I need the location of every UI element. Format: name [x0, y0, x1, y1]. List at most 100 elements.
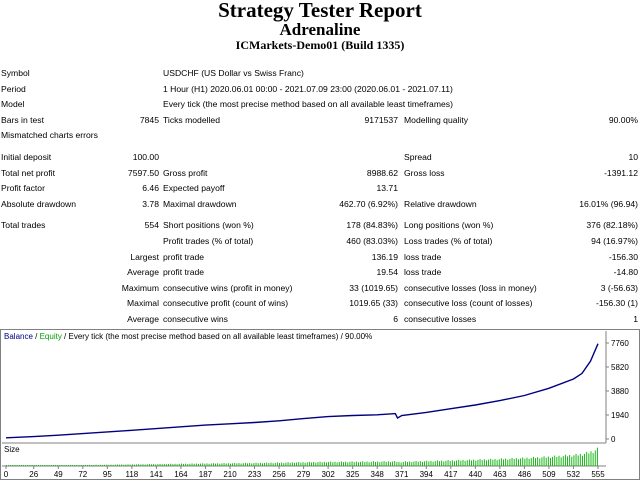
ticks-value: 9171537 — [364, 114, 398, 125]
size-bar — [481, 460, 483, 466]
size-bar — [198, 463, 199, 466]
size-bar — [227, 463, 229, 466]
size-bar — [76, 465, 78, 466]
maximal-drawdown-value: 462.70 (6.92%) — [339, 198, 398, 209]
x-tick-label: 348 — [371, 470, 385, 479]
size-bar — [518, 459, 519, 466]
size-bar — [545, 457, 547, 466]
row-model: Model Every tick (the most precise metho… — [0, 97, 640, 113]
size-bar — [332, 462, 334, 466]
size-bar — [72, 465, 74, 466]
size-bar — [355, 461, 357, 466]
legend-balance: Balance — [4, 332, 33, 341]
size-bar — [340, 461, 342, 466]
max-consecutive-wins-label: consecutive wins (profit in money) — [163, 282, 293, 293]
size-bar — [114, 464, 116, 466]
size-bar — [396, 462, 398, 466]
relative-drawdown-label: Relative drawdown — [404, 198, 477, 209]
size-label: Size — [4, 445, 20, 454]
size-bar — [163, 463, 165, 466]
size-bar — [200, 463, 202, 466]
gross-profit-label: Gross profit — [163, 167, 208, 178]
size-bar — [443, 461, 445, 466]
size-bar — [272, 463, 274, 466]
average-consecutive-wins-value: 6 — [393, 313, 398, 324]
y-tick-label: 7760 — [611, 339, 629, 348]
x-tick-label: 555 — [591, 470, 605, 479]
size-bar — [494, 458, 496, 466]
size-bar — [270, 462, 272, 466]
size-bar — [562, 456, 564, 466]
size-bar — [236, 463, 238, 466]
size-bar — [368, 462, 370, 466]
x-tick-label: 49 — [54, 470, 63, 479]
size-bar — [351, 461, 353, 466]
size-bar — [530, 457, 532, 466]
size-bar — [383, 461, 385, 466]
size-bar — [63, 465, 65, 466]
size-bar — [498, 459, 500, 466]
size-bar — [193, 463, 195, 466]
size-bar — [579, 453, 581, 466]
size-bar — [35, 465, 37, 466]
size-bar — [144, 464, 146, 466]
size-bar — [142, 464, 144, 466]
size-bar — [402, 461, 404, 466]
maximum-label: Maximum — [121, 282, 159, 293]
maximal-drawdown-label: Maximal drawdown — [163, 198, 237, 209]
size-bar — [255, 462, 257, 466]
size-bar — [358, 462, 359, 466]
size-bar — [511, 457, 513, 466]
size-bar — [336, 462, 338, 466]
size-bar — [449, 460, 451, 466]
size-bar — [532, 456, 534, 466]
size-bar — [291, 462, 293, 466]
size-bar — [447, 460, 449, 466]
size-bar — [558, 455, 560, 466]
size-bar — [370, 461, 372, 466]
size-bar — [183, 463, 184, 466]
size-bar — [247, 463, 248, 466]
size-bar — [119, 464, 120, 466]
size-bar — [490, 458, 492, 466]
size-bar — [215, 463, 216, 466]
x-tick-label: 95 — [103, 470, 112, 479]
size-bar — [176, 464, 178, 466]
size-bar — [330, 461, 332, 466]
size-bar — [112, 464, 114, 466]
size-bar — [257, 463, 259, 466]
average-consecutive-label: Average — [127, 313, 159, 324]
size-bar — [434, 461, 436, 466]
size-bar — [146, 464, 148, 466]
net-profit-value: 7597.50 — [127, 167, 159, 178]
size-bar — [404, 461, 406, 466]
size-bar — [212, 463, 214, 466]
largest-profit-label: profit trade — [163, 251, 205, 262]
maximal-label: Maximal — [127, 298, 159, 309]
size-bar — [210, 463, 212, 466]
gross-loss-value: -1391.12 — [604, 167, 638, 178]
size-bar — [102, 464, 103, 466]
size-bar — [451, 460, 453, 466]
largest-loss-value: -156.30 — [608, 251, 638, 262]
size-bar — [89, 464, 91, 466]
size-bar — [509, 458, 511, 466]
size-bar — [50, 465, 52, 466]
size-bar — [59, 465, 61, 466]
x-tick-label: 279 — [297, 470, 311, 479]
gross-profit-value: 8988.62 — [366, 167, 398, 178]
size-bar — [44, 465, 46, 466]
x-tick-label: 0 — [4, 470, 9, 479]
report-title: Strategy Tester Report — [218, 0, 422, 22]
spread-label: Spread — [404, 151, 432, 162]
profit-trades-value: 460 (83.03%) — [346, 235, 398, 246]
size-bar — [554, 455, 556, 466]
size-bar — [547, 456, 549, 466]
size-bar — [479, 459, 481, 466]
short-positions-value: 178 (84.83%) — [346, 220, 398, 231]
size-bar — [230, 463, 231, 466]
size-bar — [326, 462, 327, 466]
size-bar — [155, 464, 157, 466]
size-bar — [78, 465, 80, 466]
size-bars — [6, 447, 598, 466]
